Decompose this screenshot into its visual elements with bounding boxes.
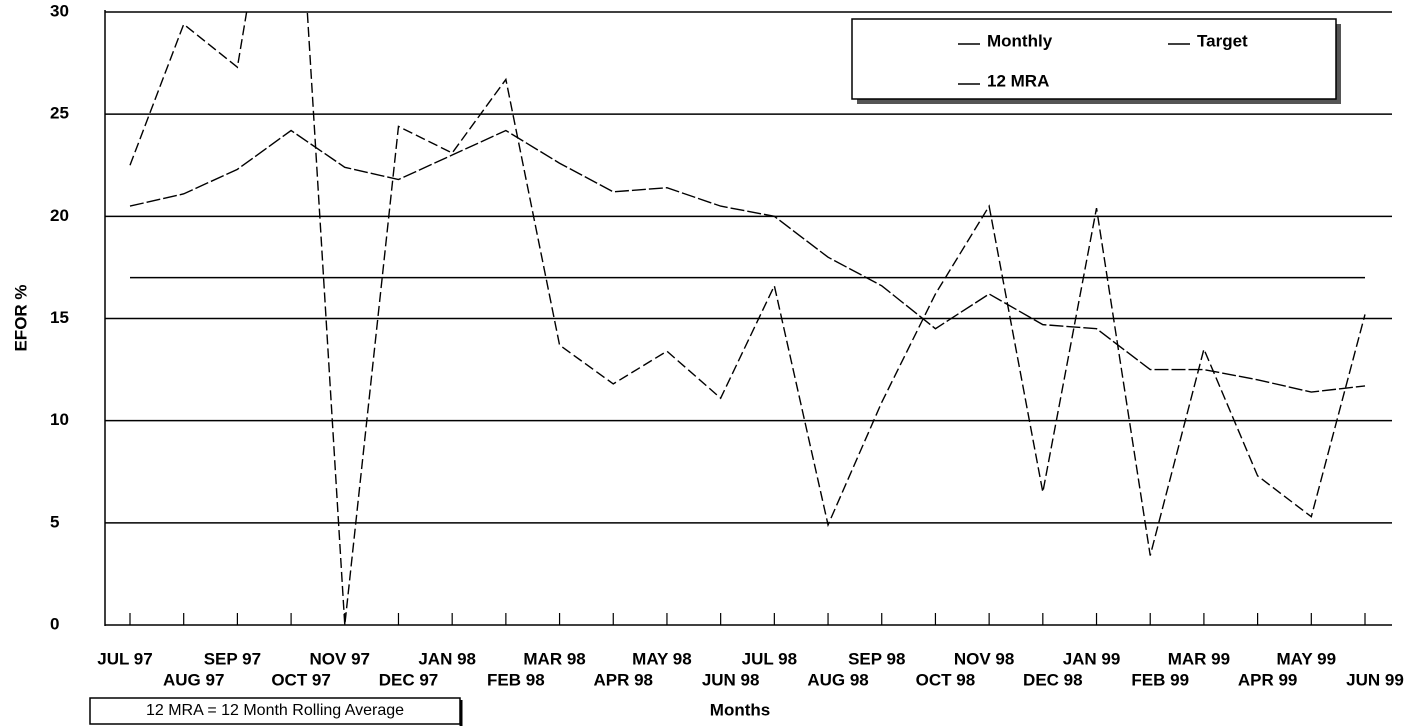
x-tick-label: OCT 97	[271, 670, 331, 689]
x-tick-label: MAY 99	[1277, 649, 1337, 668]
x-tick-label: NOV 97	[310, 649, 370, 668]
plot	[129, 12, 1366, 626]
x-tick-label: JUL 97	[97, 649, 152, 668]
line-series	[129, 129, 1366, 393]
x-tick-label: OCT 98	[916, 670, 976, 689]
note: 12 MRA = 12 Month Rolling Average	[146, 702, 404, 719]
y-tick-label: 0	[50, 614, 59, 633]
x-tick-label: FEB 98	[487, 670, 545, 689]
x-tick-label: AUG 97	[163, 670, 224, 689]
x-tick-label: NOV 98	[954, 649, 1014, 668]
legend-label: Target	[1197, 31, 1248, 50]
y-tick-label: 30	[50, 1, 69, 20]
x-tick-label: SEP 97	[204, 649, 261, 668]
y-tick-label: 20	[50, 206, 69, 225]
y-tick-label: 15	[50, 308, 69, 327]
y-axis-label: EFOR %	[11, 284, 30, 351]
x-tick-label: JAN 98	[418, 649, 476, 668]
y-tick-label: 10	[50, 410, 69, 429]
x-tick-label: JUL 98	[742, 649, 797, 668]
x-tick-label: APR 98	[593, 670, 653, 689]
x-tick-label: DEC 98	[1023, 670, 1083, 689]
x-tick-label: JUN 99	[1346, 670, 1404, 689]
x-tick-label: DEC 97	[379, 670, 439, 689]
x-tick-label: MAR 99	[1168, 649, 1230, 668]
x-tick-label: MAY 98	[632, 649, 692, 668]
x-tick-label: JAN 99	[1063, 649, 1121, 668]
x-axis-label: Months	[710, 700, 770, 719]
x-tick-label: FEB 99	[1131, 670, 1189, 689]
x-tick-label: AUG 98	[807, 670, 868, 689]
legend	[851, 18, 1337, 100]
x-tick-label: SEP 98	[848, 649, 905, 668]
legend-label: Monthly	[987, 31, 1053, 50]
y-tick-label: 5	[50, 512, 59, 531]
line-series	[129, 12, 1366, 626]
x-tick-label: APR 99	[1238, 670, 1298, 689]
x-tick-label: JUN 98	[702, 670, 760, 689]
legend-label: 12 MRA	[987, 71, 1049, 90]
note-box	[89, 697, 461, 725]
x-tick-label: MAR 98	[523, 649, 585, 668]
y-tick-label: 25	[50, 104, 69, 123]
